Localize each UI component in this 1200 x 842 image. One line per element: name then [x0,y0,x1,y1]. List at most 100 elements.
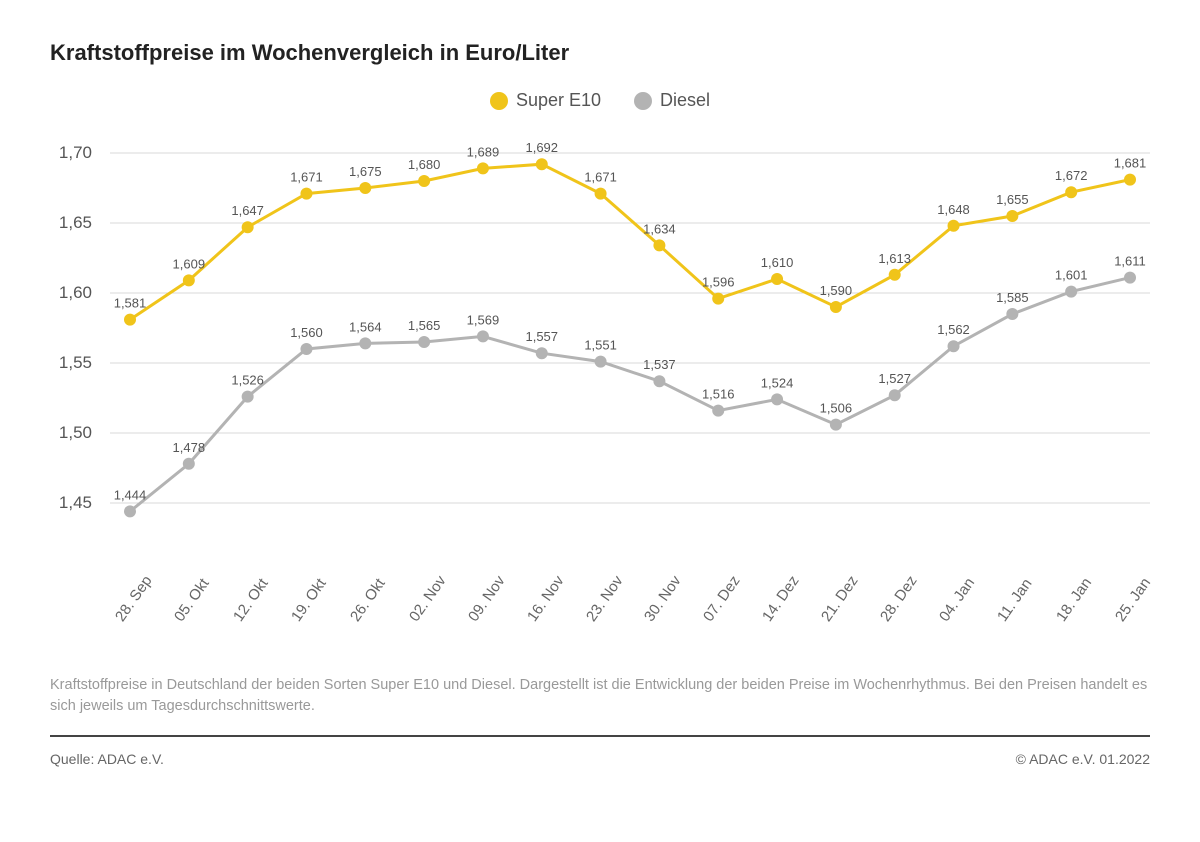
x-tick-label: 18. Jan [1053,574,1095,624]
x-tick-label: 30. Nov [641,572,685,624]
data-label: 1,590 [820,283,853,298]
data-point [418,175,430,187]
data-label: 1,611 [1114,253,1146,268]
data-point [536,158,548,170]
data-label: 1,565 [408,318,441,333]
data-label: 1,537 [643,357,676,372]
x-tick-label: 07. Dez [700,572,744,624]
data-label: 1,681 [1114,155,1147,170]
data-point [830,301,842,313]
chart-legend: Super E10 Diesel [50,90,1150,115]
data-point [1065,285,1077,297]
data-point [771,273,783,285]
data-point [653,375,665,387]
line-chart-svg: 1,5811,6091,6471,6711,6751,6801,6891,692… [110,125,1150,545]
data-point [536,347,548,359]
data-label: 1,655 [996,192,1029,207]
x-tick-label: 19. Okt [288,575,330,624]
data-label: 1,671 [584,169,617,184]
x-tick-label: 11. Jan [994,575,1036,624]
legend-item-super-e10: Super E10 [490,90,601,111]
data-label: 1,585 [996,290,1029,305]
data-label: 1,613 [878,250,911,265]
data-label: 1,634 [643,221,676,236]
data-label: 1,596 [702,274,735,289]
data-label: 1,647 [231,203,264,218]
x-tick-label: 05. Okt [171,575,213,624]
data-label: 1,516 [702,386,735,401]
chart-area: 1,451,501,551,601,651,70 1,5811,6091,647… [50,125,1150,545]
data-label: 1,648 [937,201,970,216]
data-point [418,336,430,348]
data-point [359,182,371,194]
data-point [477,330,489,342]
data-point [1124,173,1136,185]
x-tick-label: 16. Nov [524,572,568,624]
data-label: 1,562 [937,322,970,337]
x-tick-label: 14. Dez [759,572,803,624]
copyright-label: © ADAC e.V. 01.2022 [1016,751,1150,767]
data-point [1006,210,1018,222]
data-point [242,221,254,233]
data-label: 1,581 [114,295,147,310]
data-point [242,390,254,402]
data-point [124,313,136,325]
data-label: 1,601 [1055,267,1088,282]
data-point [889,268,901,280]
y-tick-label: 1,65 [59,213,92,233]
series-line [130,277,1130,511]
x-tick-label: 28. Sep [112,572,156,624]
y-tick-label: 1,70 [59,143,92,163]
data-point [889,389,901,401]
data-point [477,162,489,174]
x-tick-label: 04. Jan [936,574,978,624]
data-label: 1,551 [584,337,617,352]
footer-row: Quelle: ADAC e.V. © ADAC e.V. 01.2022 [50,751,1150,767]
data-label: 1,689 [467,144,500,159]
data-label: 1,557 [525,329,558,344]
data-point [712,292,724,304]
data-point [1065,186,1077,198]
data-label: 1,560 [290,325,323,340]
y-tick-label: 1,55 [59,353,92,373]
data-point [1124,271,1136,283]
x-tick-label: 23. Nov [583,572,627,624]
plot-area: 1,5811,6091,6471,6711,6751,6801,6891,692… [110,125,1150,545]
data-point [1006,308,1018,320]
x-tick-label: 21. Dez [818,572,862,624]
x-tick-label: 09. Nov [465,572,509,624]
chart-footnote: Kraftstoffpreise in Deutschland der beid… [50,675,1150,737]
chart-title: Kraftstoffpreise im Wochenvergleich in E… [50,40,1150,66]
x-tick-label: 02. Nov [406,572,450,624]
data-label: 1,506 [820,400,853,415]
data-label: 1,672 [1055,168,1088,183]
data-label: 1,569 [467,312,500,327]
data-point [830,418,842,430]
y-tick-label: 1,50 [59,423,92,443]
data-label: 1,692 [525,140,558,155]
data-label: 1,610 [761,255,794,270]
data-label: 1,609 [173,256,206,271]
data-label: 1,564 [349,319,382,334]
data-label: 1,478 [173,439,206,454]
data-point [183,457,195,469]
y-axis: 1,451,501,551,601,651,70 [50,125,100,545]
x-axis: 28. Sep 05. Okt 12. Okt 19. Okt 26. Okt 02. N… [50,565,1150,655]
data-point [300,187,312,199]
data-point [712,404,724,416]
data-point [595,355,607,367]
data-label: 1,671 [290,169,323,184]
x-tick-label: 26. Okt [347,575,389,624]
y-tick-label: 1,45 [59,493,92,513]
data-label: 1,526 [231,372,264,387]
data-label: 1,680 [408,157,441,172]
data-point [948,340,960,352]
x-tick-label: 25. Jan [1112,574,1154,624]
x-tick-label: 12. Okt [230,575,272,624]
data-point [124,505,136,517]
x-tick-label: 28. Dez [877,572,921,624]
series-line [130,164,1130,319]
data-point [595,187,607,199]
data-point [359,337,371,349]
data-label: 1,444 [114,487,147,502]
